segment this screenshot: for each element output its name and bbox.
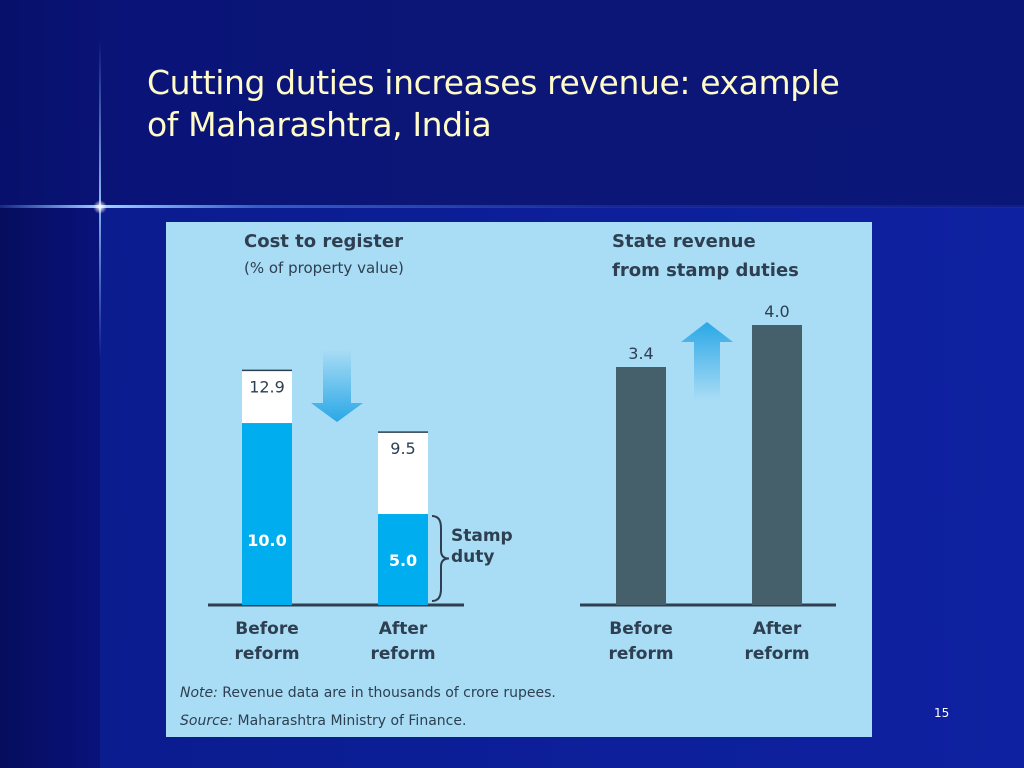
source-text: Maharashtra Ministry of Finance.	[233, 713, 466, 729]
bar-stamp-duty-0	[242, 423, 292, 605]
cost-chart-title: Cost to register	[244, 231, 403, 252]
cost-category-label-0-line-1: Before	[235, 619, 298, 639]
bar-other-cost-0	[242, 370, 292, 424]
stamp-duty-label-0: 10.0	[247, 531, 286, 550]
bracket-label-line-2: duty	[451, 547, 494, 567]
note-line: Note: Revenue data are in thousands of c…	[180, 685, 556, 701]
revenue-chart-title-line-2: from stamp duties	[612, 260, 799, 281]
sparkle-star-icon	[93, 200, 107, 214]
bar-stamp-duty-1	[378, 514, 428, 605]
slide-title: Cutting duties increases revenue: exampl…	[147, 62, 927, 146]
sparkle-horizontal-line	[0, 205, 1024, 208]
revenue-chart-title-line-1: State revenue	[612, 231, 756, 252]
cost-chart-subtitle: (% of property value)	[244, 259, 404, 277]
revenue-category-label-1-line-1: After	[753, 619, 802, 639]
note-text: Revenue data are in thousands of crore r…	[218, 685, 556, 701]
stamp-duty-label-1: 5.0	[389, 551, 417, 570]
source-prefix: Source:	[180, 713, 233, 729]
cost-category-label-0-line-2: reform	[234, 644, 299, 664]
total-label-0: 12.9	[249, 377, 285, 396]
revenue-category-label-0-line-1: Before	[609, 619, 672, 639]
cost-category-label-1-line-1: After	[379, 619, 428, 639]
bar-other-cost-1	[378, 432, 428, 515]
revenue-category-label-0-line-2: reform	[608, 644, 673, 664]
title-band	[0, 0, 1024, 207]
chart-panel: Cost to register (% of property value) S…	[166, 222, 872, 737]
slide-title-line-1: Cutting duties increases revenue: exampl…	[147, 63, 840, 102]
total-label-1: 9.5	[390, 439, 415, 458]
up-arrow-icon	[681, 322, 733, 400]
cost-category-label-1-line-2: reform	[370, 644, 435, 664]
revenue-value-label-0: 3.4	[628, 344, 653, 363]
stamp-duty-bracket	[431, 515, 450, 602]
revenue-value-label-1: 4.0	[764, 302, 789, 321]
revenue-chart: 3.4 Before reform 4.0 After reform	[580, 302, 836, 664]
down-arrow-icon	[311, 350, 363, 422]
revenue-category-label-1-line-2: reform	[744, 644, 809, 664]
bracket-label-line-1: Stamp	[451, 526, 513, 546]
left-decorative-strip	[0, 207, 100, 768]
source-line: Source: Maharashtra Ministry of Finance.	[180, 713, 466, 729]
revenue-bar-1	[752, 325, 802, 605]
chart-figure: Cost to register (% of property value) S…	[180, 231, 836, 729]
revenue-bar-0	[616, 367, 666, 605]
slide-title-line-2: of Maharashtra, India	[147, 105, 492, 144]
cost-chart: 12.9 10.0 Before reform 9.5 5.0 After reform	[208, 369, 464, 664]
note-prefix: Note:	[180, 685, 218, 701]
page-number: 15	[934, 706, 950, 720]
